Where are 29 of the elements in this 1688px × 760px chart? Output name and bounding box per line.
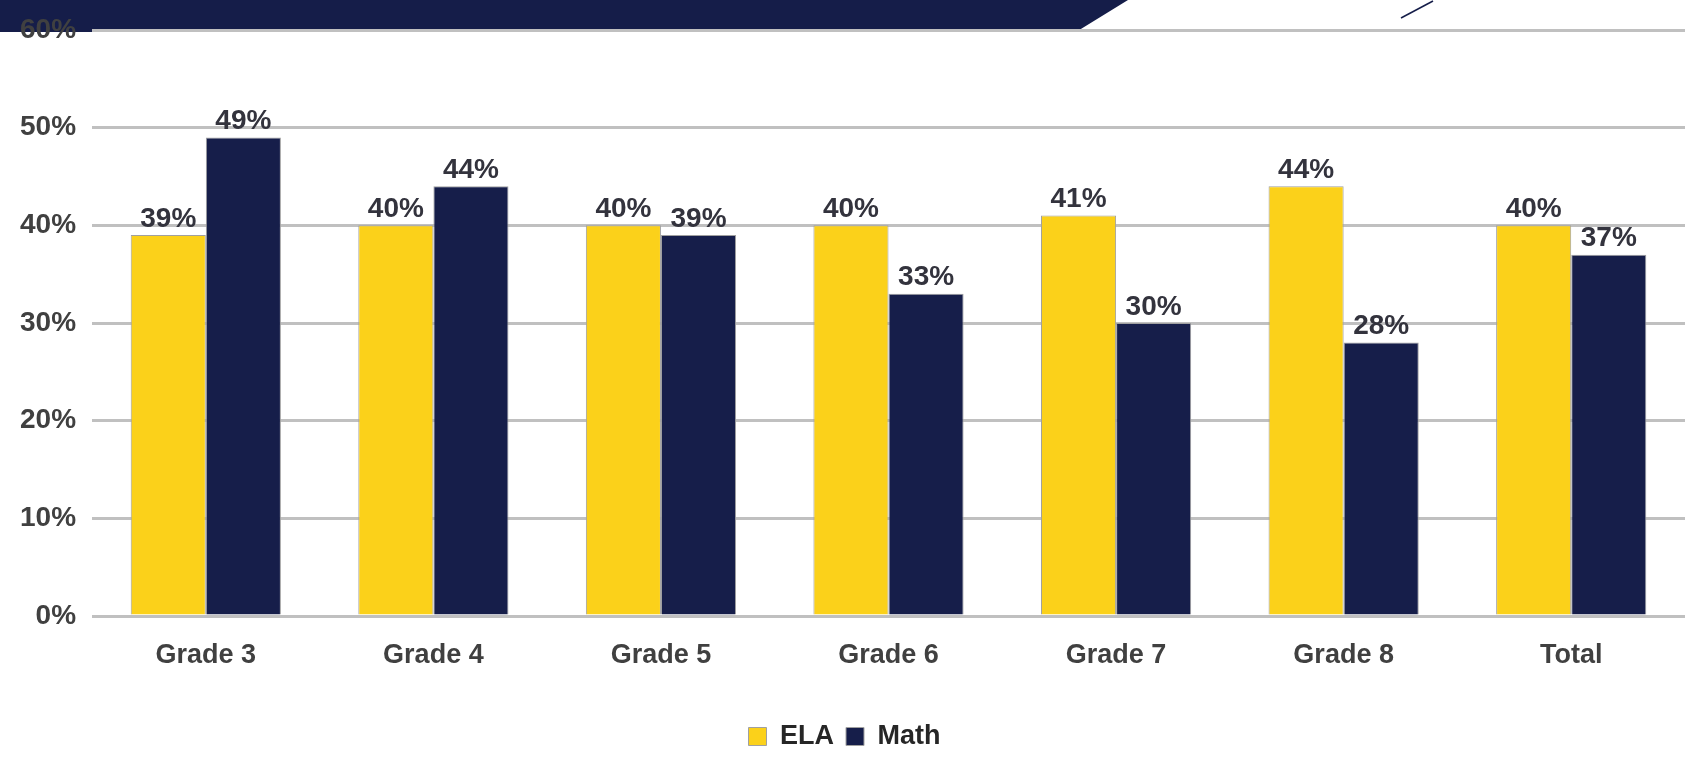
y-tick-label: 20% — [19, 403, 77, 435]
data-label: 41% — [1050, 182, 1107, 214]
data-label: 28% — [1353, 309, 1410, 341]
x-tick-label: Total — [1539, 638, 1603, 669]
data-label: 44% — [1278, 152, 1335, 184]
data-label: 49% — [215, 104, 272, 136]
data-label: 39% — [670, 201, 727, 233]
data-label: 40% — [595, 192, 652, 224]
data-label: 39% — [140, 201, 197, 233]
x-tick-label: Grade 3 — [155, 638, 257, 669]
x-tick-label: Grade 8 — [1293, 638, 1394, 669]
x-tick-label: Grade 5 — [610, 638, 712, 669]
data-label: 40% — [367, 192, 424, 224]
y-tick-label: 10% — [19, 501, 77, 533]
data-label: 30% — [1125, 289, 1182, 321]
data-label: 40% — [822, 192, 880, 224]
y-tick-label: 30% — [19, 305, 77, 337]
y-tick-label: 0% — [35, 598, 77, 630]
x-tick-label: Grade 6 — [838, 638, 939, 669]
data-label: 44% — [442, 152, 500, 184]
x-tick-label: Grade 7 — [1065, 638, 1167, 669]
y-tick-label: 50% — [19, 110, 77, 142]
x-tick-label: Grade 4 — [383, 638, 484, 669]
data-label: 33% — [898, 260, 955, 292]
y-tick-label: 40% — [19, 208, 77, 240]
legend-label: ELA — [780, 719, 834, 750]
data-label: 37% — [1580, 221, 1637, 253]
data-label: 40% — [1505, 192, 1562, 224]
legend-label: Math — [877, 719, 941, 750]
